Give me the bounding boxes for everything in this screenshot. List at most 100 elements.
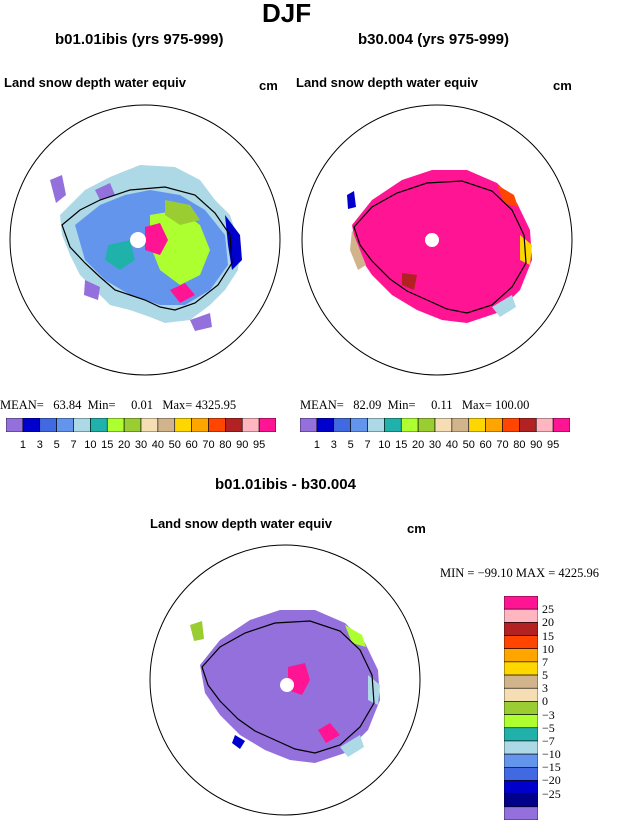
colorbar-tick-label: 7 bbox=[70, 439, 77, 451]
panel2-variable-label: Land snow depth water equiv bbox=[296, 75, 479, 90]
colorbar-tick-label: 95 bbox=[253, 439, 266, 451]
colorbar-swatch bbox=[157, 417, 176, 433]
colorbar-tick-label: 30 bbox=[428, 439, 442, 451]
colorbar-swatch bbox=[140, 417, 159, 433]
panel3-polar-map bbox=[149, 544, 421, 816]
panel1-mean-label: MEAN= bbox=[0, 398, 44, 412]
colorbar-tick-label: 0 bbox=[542, 694, 548, 709]
colorbar-swatch bbox=[503, 622, 539, 636]
panel3-stats: MIN = −99.10 MAX = 4225.96 bbox=[440, 566, 599, 581]
colorbar-tick-label: 20 bbox=[118, 439, 131, 451]
panel2-antarctica-field bbox=[347, 170, 532, 323]
colorbar-tick-label: 20 bbox=[412, 439, 425, 451]
panel2-colorbar: 1 3 5 7 10 15 20 30 40 50 60 70 80 90 95 bbox=[299, 417, 571, 451]
panel1-title: b01.01ibis (yrs 975-999) bbox=[55, 31, 224, 48]
colorbar-tick-label: 30 bbox=[134, 439, 148, 451]
colorbar-tick-label: −3 bbox=[542, 707, 555, 722]
colorbar-swatch bbox=[384, 417, 402, 433]
colorbar-tick-label: 60 bbox=[479, 439, 492, 451]
colorbar-tick-label: 15 bbox=[395, 439, 408, 451]
panel3-title: b01.01ibis - b30.004 bbox=[215, 476, 356, 493]
colorbar-tick-label: 90 bbox=[530, 439, 543, 451]
colorbar-tick-label: 90 bbox=[236, 439, 249, 451]
colorbar-swatch bbox=[503, 753, 539, 768]
panel1-max-value: 4325.95 bbox=[195, 398, 237, 412]
colorbar-swatch bbox=[503, 701, 539, 715]
panel3-min-value: −99.10 bbox=[477, 566, 513, 580]
colorbar-swatch bbox=[502, 417, 520, 433]
panel2-min-value: 0.11 bbox=[431, 398, 453, 412]
colorbar-swatch bbox=[39, 417, 57, 433]
colorbar-swatch bbox=[400, 417, 419, 433]
colorbar-tick-label: 10 bbox=[84, 439, 97, 451]
colorbar-swatch bbox=[434, 417, 453, 433]
colorbar-swatch bbox=[503, 661, 539, 676]
panel3-max-label: MAX = bbox=[515, 566, 556, 580]
colorbar-swatch bbox=[367, 417, 385, 433]
panel2-title: b30.004 (yrs 975-999) bbox=[358, 31, 509, 48]
colorbar-swatch bbox=[451, 417, 470, 433]
colorbar-tick-label: −10 bbox=[542, 747, 561, 762]
colorbar-tick-label: 1 bbox=[19, 439, 26, 451]
colorbar-swatch bbox=[258, 417, 277, 433]
panel3-colorbar: 25 20 15 10 7 5 3 0 −3 −5 −7 −10 −15 −20 −25 bbox=[503, 595, 561, 825]
colorbar-swatch bbox=[503, 595, 539, 610]
panel1-colorbar-swatches bbox=[5, 417, 277, 433]
panel2-pole-hole bbox=[425, 233, 439, 247]
colorbar-swatch bbox=[106, 417, 125, 433]
panel3-pole-hole bbox=[280, 678, 294, 692]
colorbar-swatch bbox=[350, 417, 368, 433]
colorbar-tick-label: 50 bbox=[462, 439, 475, 451]
colorbar-swatch bbox=[316, 417, 335, 433]
colorbar-tick-label: 3 bbox=[36, 439, 43, 451]
colorbar-tick-label: −25 bbox=[542, 786, 561, 801]
colorbar-swatch bbox=[503, 635, 539, 650]
colorbar-tick-label: 50 bbox=[168, 439, 181, 451]
colorbar-swatch bbox=[333, 417, 351, 433]
panel2-max-label: Max= bbox=[461, 398, 492, 412]
colorbar-swatch bbox=[503, 806, 539, 821]
colorbar-swatch bbox=[22, 417, 41, 433]
colorbar-swatch bbox=[5, 417, 24, 433]
panel1-stats: MEAN= 63.84 Min= 0.01 Max= 4325.95 bbox=[0, 398, 236, 413]
colorbar-tick-label: 15 bbox=[101, 439, 114, 451]
colorbar-tick-label: 95 bbox=[547, 439, 560, 451]
colorbar-swatch bbox=[503, 727, 539, 742]
colorbar-swatch bbox=[123, 417, 142, 433]
panel1-colorbar-ticks: 1 3 5 7 10 15 20 30 40 50 60 70 80 90 95 bbox=[6, 437, 276, 451]
panel2-min-label: Min= bbox=[387, 398, 416, 412]
colorbar-tick-label: −20 bbox=[542, 773, 561, 788]
panel3-min-label: MIN = bbox=[440, 566, 475, 580]
panel2-mean-label: MEAN= bbox=[300, 398, 344, 412]
panel2-colorbar-ticks: 1 3 5 7 10 15 20 30 40 50 60 70 80 90 95 bbox=[300, 437, 570, 451]
colorbar-swatch bbox=[503, 766, 539, 781]
colorbar-swatch bbox=[535, 417, 554, 433]
colorbar-swatch bbox=[73, 417, 91, 433]
panel1-units-label: cm bbox=[259, 78, 278, 93]
panel2-colorbar-swatches bbox=[299, 417, 571, 433]
colorbar-swatch bbox=[485, 417, 503, 433]
colorbar-swatch bbox=[468, 417, 486, 433]
colorbar-swatch bbox=[56, 417, 74, 433]
colorbar-tick-label: 3 bbox=[330, 439, 337, 451]
colorbar-tick-label: 5 bbox=[53, 439, 60, 451]
colorbar-tick-label: 1 bbox=[313, 439, 320, 451]
colorbar-tick-label: 80 bbox=[513, 439, 526, 451]
colorbar-swatch bbox=[174, 417, 192, 433]
colorbar-swatch bbox=[503, 674, 539, 689]
colorbar-tick-label: 25 bbox=[542, 602, 554, 617]
panel1-max-label: Max= bbox=[162, 398, 193, 412]
colorbar-tick-label: −15 bbox=[542, 760, 561, 775]
colorbar-tick-label: 15 bbox=[542, 628, 554, 643]
panel1-min-value: 0.01 bbox=[131, 398, 153, 412]
colorbar-tick-label: 10 bbox=[542, 641, 554, 656]
colorbar-swatch bbox=[503, 740, 539, 755]
panel2-units-label: cm bbox=[553, 78, 572, 93]
colorbar-swatch bbox=[241, 417, 260, 433]
panel1-antarctica-field bbox=[50, 165, 242, 331]
panel2-max-value: 100.00 bbox=[495, 398, 530, 412]
colorbar-tick-label: 20 bbox=[542, 615, 554, 630]
colorbar-tick-label: 40 bbox=[151, 439, 164, 451]
colorbar-swatch bbox=[299, 417, 318, 433]
colorbar-tick-label: −7 bbox=[542, 733, 555, 748]
